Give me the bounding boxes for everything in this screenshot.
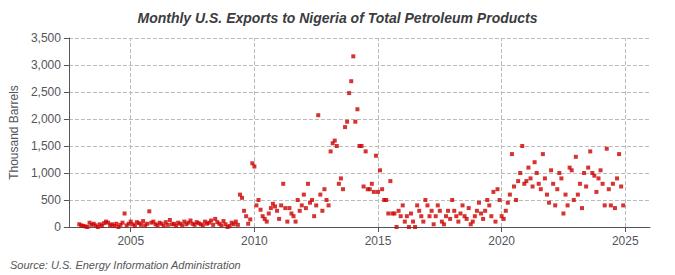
svg-text:500: 500 [41, 193, 61, 207]
svg-text:1,000: 1,000 [31, 166, 61, 180]
svg-text:3,500: 3,500 [31, 31, 61, 45]
svg-text:2020: 2020 [488, 234, 515, 248]
svg-text:Thousand Barrels: Thousand Barrels [7, 85, 21, 180]
svg-text:3,000: 3,000 [31, 58, 61, 72]
svg-text:2025: 2025 [612, 234, 639, 248]
svg-text:2005: 2005 [117, 234, 144, 248]
svg-text:2,500: 2,500 [31, 85, 61, 99]
svg-text:2015: 2015 [365, 234, 392, 248]
svg-text:Source: U.S. Energy Informatio: Source: U.S. Energy Information Administ… [10, 259, 241, 271]
svg-text:2,000: 2,000 [31, 112, 61, 126]
svg-text:2010: 2010 [241, 234, 268, 248]
svg-text:0: 0 [54, 220, 61, 234]
svg-text:Monthly U.S. Exports to Nigeri: Monthly U.S. Exports to Nigeria of Total… [137, 10, 537, 26]
svg-text:1,500: 1,500 [31, 139, 61, 153]
